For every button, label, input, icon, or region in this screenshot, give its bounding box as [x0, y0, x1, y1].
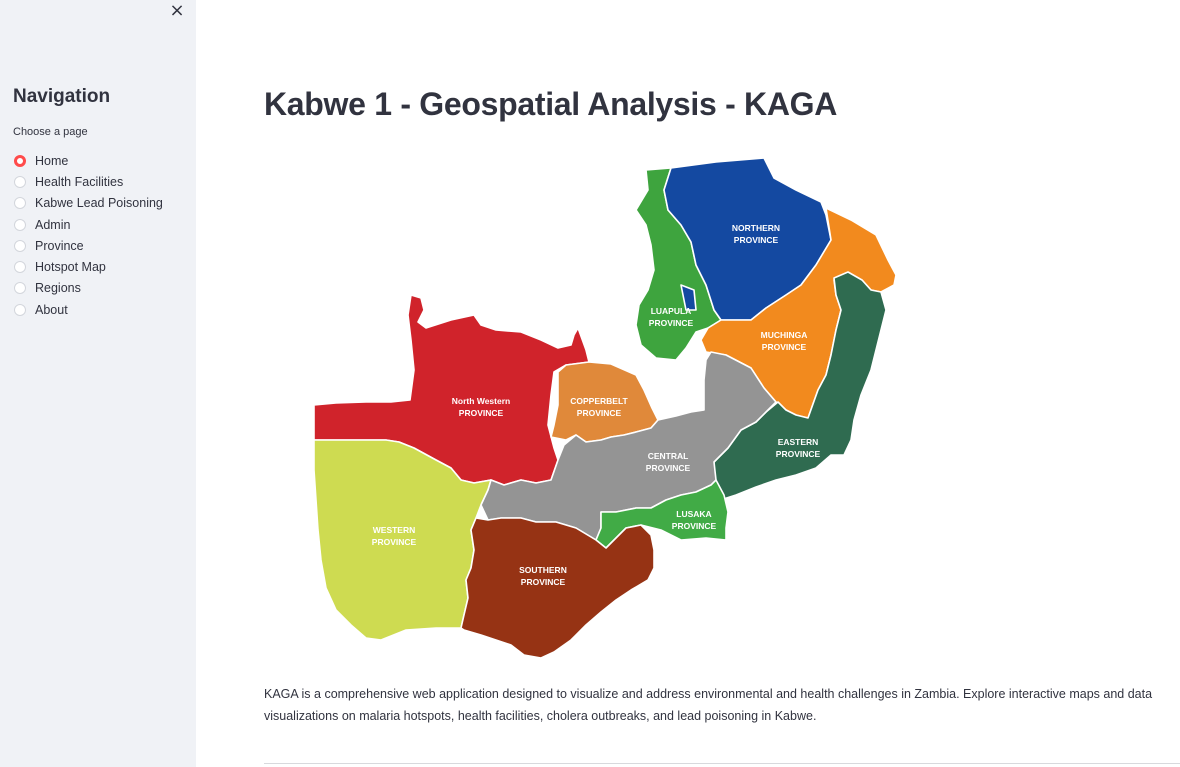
- radio-button-icon[interactable]: [14, 197, 26, 210]
- label-eastern-line1: EASTERN: [778, 437, 819, 447]
- radio-option-kabwe-lead-poisoning[interactable]: Kabwe Lead Poisoning: [14, 193, 163, 214]
- page-radio-group: Home Health Facilities Kabwe Lead Poison…: [14, 150, 163, 320]
- radio-button-icon[interactable]: [14, 218, 26, 231]
- label-southern-line2: PROVINCE: [521, 577, 566, 587]
- label-copperbelt-line1: COPPERBELT: [570, 396, 628, 406]
- label-lusaka-line2: PROVINCE: [672, 521, 717, 531]
- sidebar-title: Navigation: [13, 86, 111, 107]
- label-northwestern-line2: PROVINCE: [459, 408, 504, 418]
- label-central-line1: CENTRAL: [648, 451, 689, 461]
- radio-label[interactable]: Regions: [35, 281, 81, 296]
- label-lusaka-line1: LUSAKA: [676, 509, 711, 519]
- radio-button-icon[interactable]: [14, 154, 26, 167]
- close-sidebar-icon[interactable]: ×: [169, 0, 185, 21]
- radio-button-icon[interactable]: [14, 175, 26, 188]
- label-southern-line1: SOUTHERN: [519, 565, 567, 575]
- radio-button-icon[interactable]: [14, 303, 26, 316]
- label-muchinga-line2: PROVINCE: [762, 342, 807, 352]
- radio-label[interactable]: Health Facilities: [35, 174, 124, 189]
- label-northern-line2: PROVINCE: [734, 235, 779, 245]
- province-eastern: [710, 271, 887, 503]
- label-copperbelt-line2: PROVINCE: [577, 408, 622, 418]
- sidebar: × Navigation Choose a page Home Health F…: [0, 0, 196, 767]
- app-description: KAGA is a comprehensive web application …: [264, 687, 1153, 723]
- radio-button-icon[interactable]: [14, 261, 26, 274]
- label-central-line2: PROVINCE: [646, 463, 691, 473]
- radio-option-province[interactable]: Province: [14, 235, 163, 256]
- radio-option-hotspot-map[interactable]: Hotspot Map: [14, 256, 163, 277]
- label-muchinga-line1: MUCHINGA: [761, 330, 808, 340]
- radio-option-admin[interactable]: Admin: [14, 214, 163, 235]
- section-divider: [264, 763, 1180, 764]
- radio-label[interactable]: Home: [35, 153, 69, 168]
- radio-button-icon[interactable]: [14, 282, 26, 295]
- label-northwestern-line1: North Western: [452, 396, 510, 406]
- radio-option-about[interactable]: About: [14, 299, 163, 320]
- zambia-map-svg: NORTHERN PROVINCE LUAPULA PROVINCE MUCHI…: [313, 157, 897, 659]
- page-select-caption: Choose a page: [13, 126, 88, 138]
- radio-option-home[interactable]: Home: [14, 150, 163, 171]
- radio-label[interactable]: Hotspot Map: [35, 260, 106, 275]
- label-northern-line1: NORTHERN: [732, 223, 780, 233]
- radio-label[interactable]: Admin: [35, 217, 71, 232]
- label-luapula-line1: LUAPULA: [651, 306, 692, 316]
- province-southern: [460, 517, 655, 659]
- page-title: Kabwe 1 - Geospatial Analysis - KAGA: [264, 86, 838, 122]
- label-luapula-line2: PROVINCE: [649, 318, 694, 328]
- main-content: Kabwe 1 - Geospatial Analysis - KAGA: [196, 0, 1180, 767]
- label-western-line2: PROVINCE: [372, 537, 417, 547]
- radio-label[interactable]: About: [35, 302, 68, 317]
- zambia-provinces-map: NORTHERN PROVINCE LUAPULA PROVINCE MUCHI…: [296, 150, 916, 665]
- radio-label[interactable]: Kabwe Lead Poisoning: [35, 196, 163, 211]
- radio-option-regions[interactable]: Regions: [14, 278, 163, 299]
- label-western-line1: WESTERN: [373, 525, 416, 535]
- radio-label[interactable]: Province: [35, 238, 84, 253]
- radio-option-health-facilities[interactable]: Health Facilities: [14, 171, 163, 192]
- label-eastern-line2: PROVINCE: [776, 449, 821, 459]
- radio-button-icon[interactable]: [14, 239, 26, 252]
